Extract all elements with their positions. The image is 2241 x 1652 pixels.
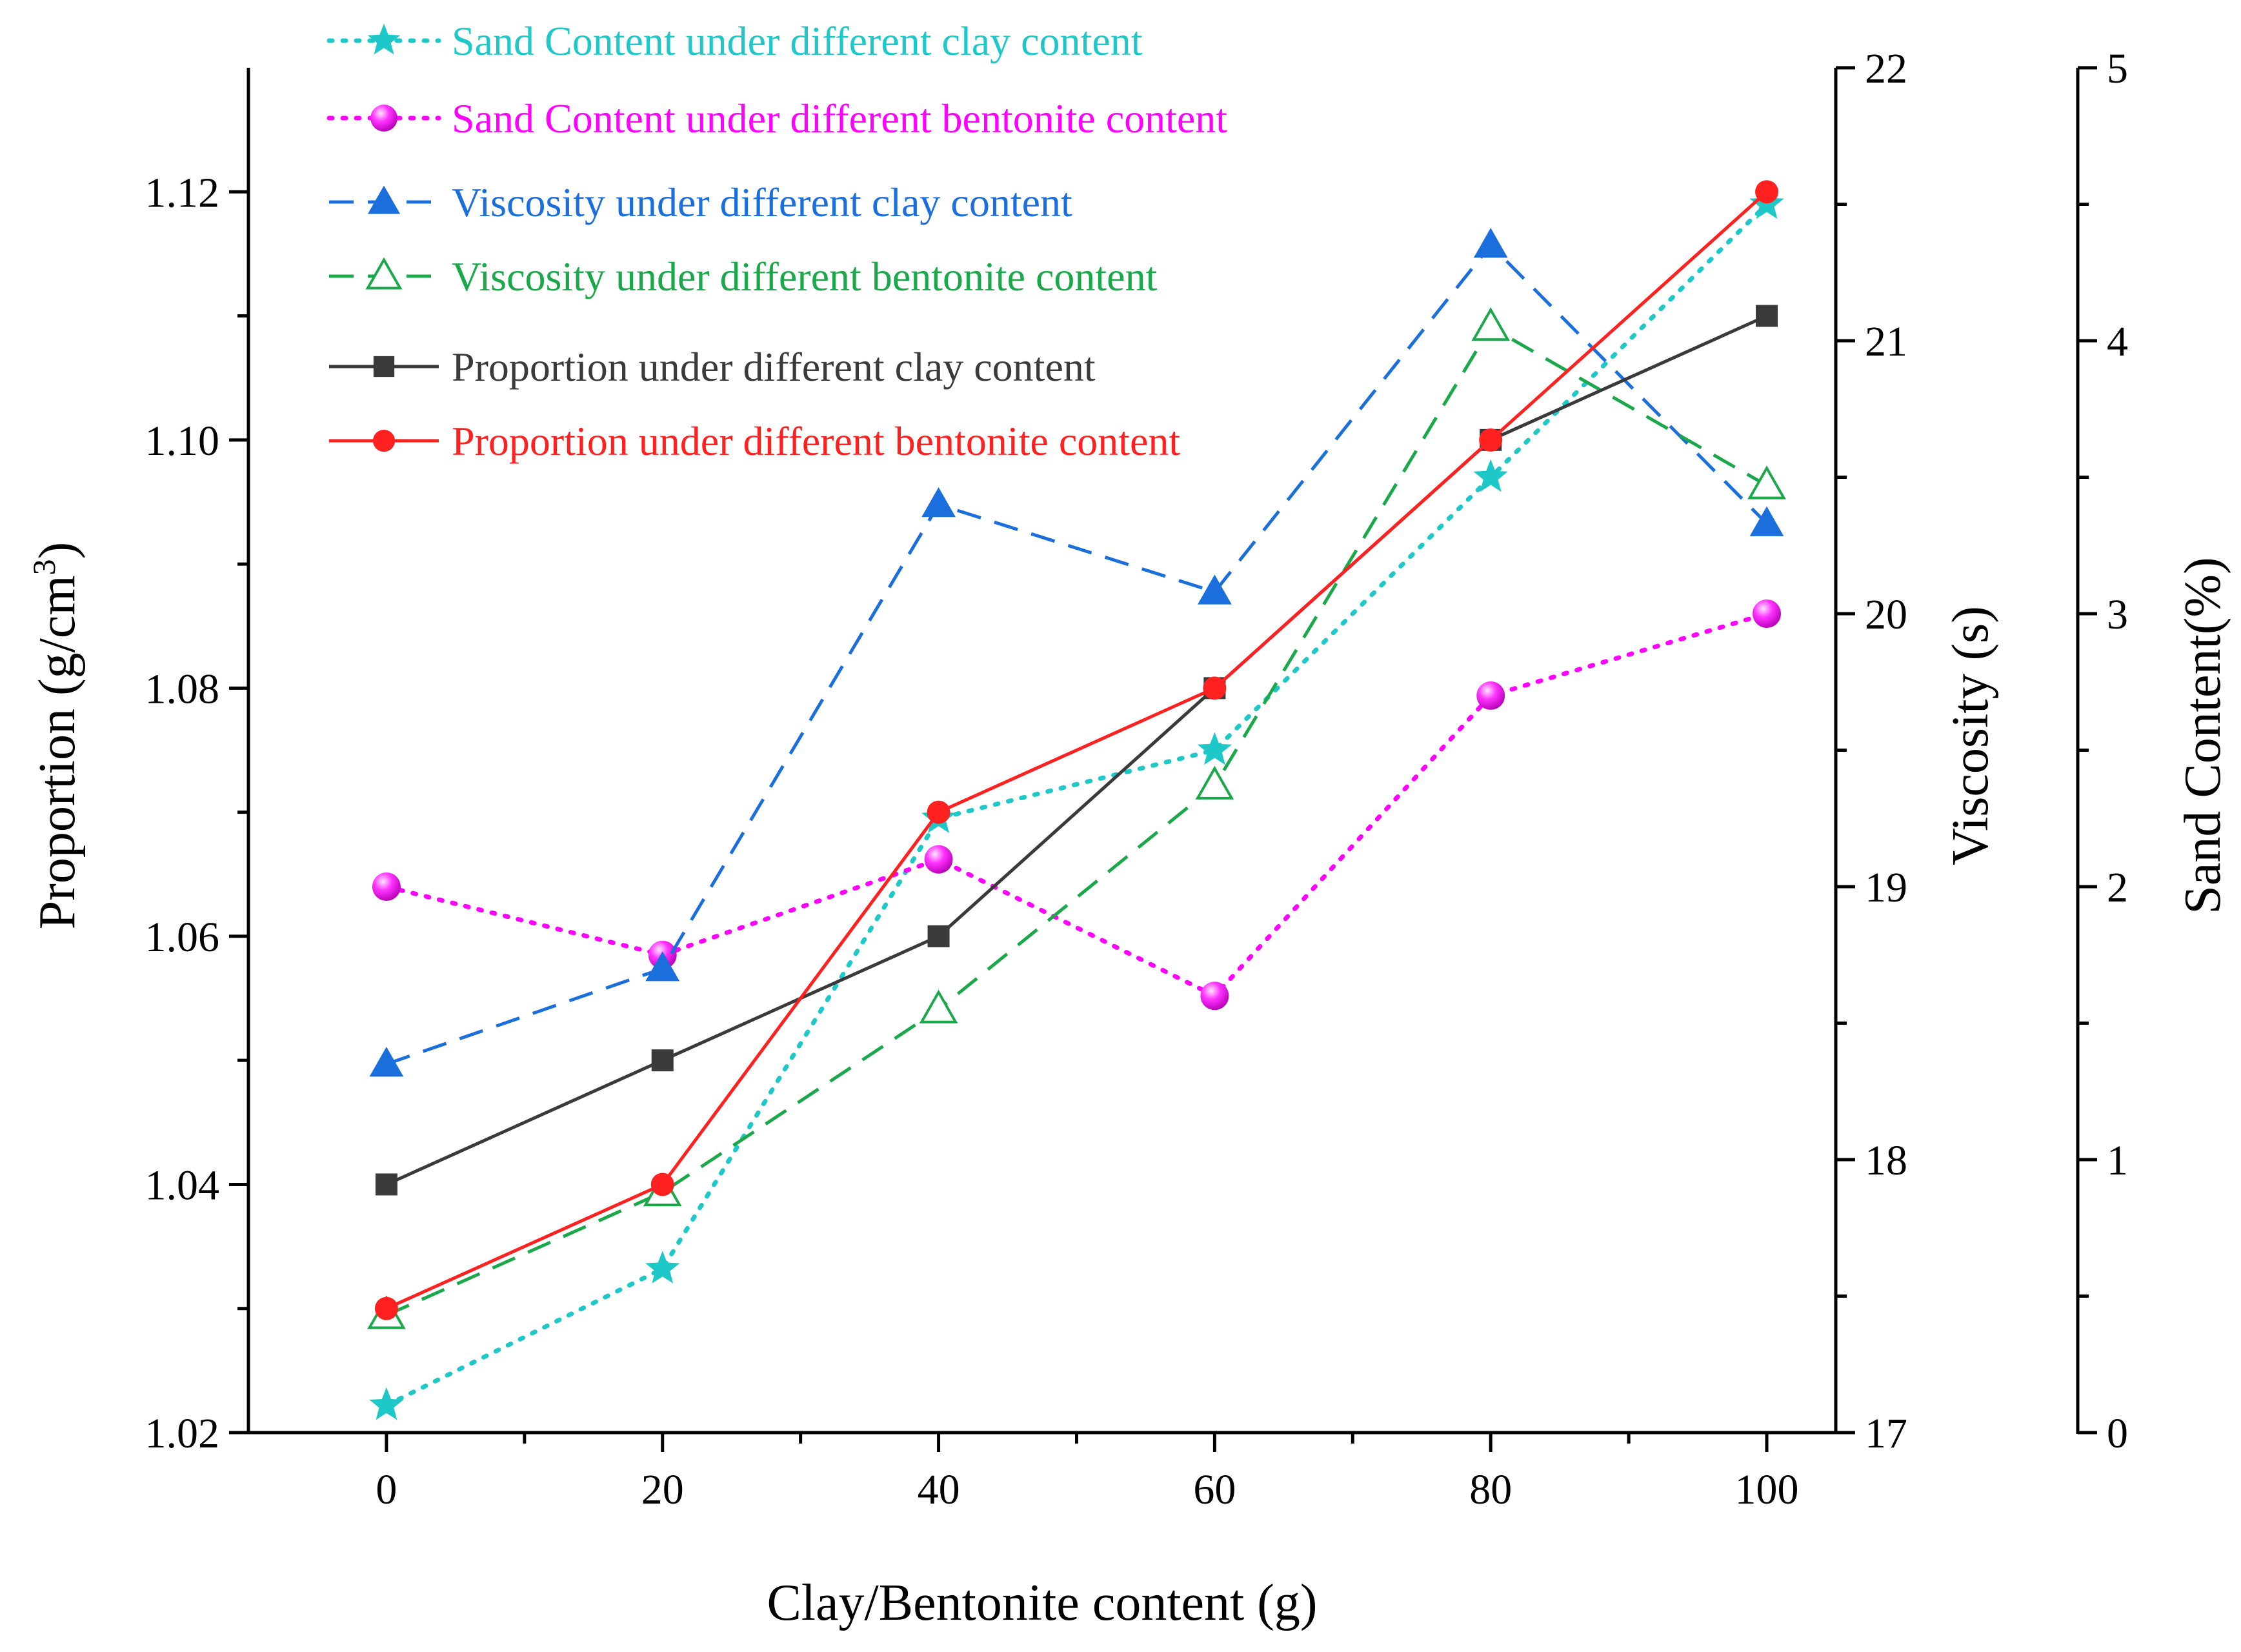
proportion-tick-label: 1.04 bbox=[145, 1162, 220, 1209]
proportion-axis-title-end: ) bbox=[29, 542, 86, 559]
proportion-tick-label: 1.08 bbox=[145, 665, 220, 712]
legend-entry: Viscosity under different bentonite cont… bbox=[329, 254, 1158, 299]
proportion-tick-label: 1.12 bbox=[145, 169, 220, 216]
series-line bbox=[385, 325, 1768, 1317]
proportion-axis-title: Proportion (g/cm3) bbox=[26, 542, 86, 929]
x-tick-label: 20 bbox=[641, 1466, 684, 1513]
legend-entry: Proportion under different bentonite con… bbox=[329, 418, 1180, 464]
data-point bbox=[1471, 307, 1511, 341]
data-point bbox=[1747, 465, 1786, 499]
data-point bbox=[924, 845, 953, 874]
x-tick-label: 0 bbox=[376, 1466, 397, 1513]
series-line bbox=[386, 243, 1768, 1066]
data-point bbox=[372, 872, 401, 901]
series-2 bbox=[369, 228, 1784, 1077]
viscosity-tick-label: 19 bbox=[1865, 864, 1907, 911]
proportion-axis-title-sup: 3 bbox=[26, 559, 62, 575]
viscosity-tick-label: 20 bbox=[1865, 591, 1907, 638]
data-point bbox=[1756, 305, 1778, 327]
series-line bbox=[385, 314, 1768, 1186]
series-line bbox=[384, 611, 1769, 999]
sand-tick-label: 5 bbox=[2107, 45, 2128, 92]
proportion-axis-title-main: Proportion (g/cm bbox=[29, 575, 86, 929]
legend-label: Viscosity under different bentonite cont… bbox=[452, 254, 1158, 299]
data-point bbox=[650, 1173, 674, 1196]
legend-entry: Viscosity under different clay content bbox=[329, 179, 1072, 225]
x-tick-label: 40 bbox=[918, 1466, 960, 1513]
data-point bbox=[1197, 732, 1232, 765]
legend-entry: Proportion under different clay content bbox=[329, 344, 1096, 390]
data-point bbox=[1200, 982, 1229, 1011]
data-point bbox=[1755, 180, 1779, 204]
data-point bbox=[374, 1296, 398, 1320]
data-point bbox=[645, 951, 680, 982]
data-point bbox=[1473, 228, 1508, 258]
legend-marker bbox=[367, 23, 401, 55]
legend-marker bbox=[367, 185, 401, 214]
data-point bbox=[1479, 428, 1503, 452]
proportion-tick-label: 1.06 bbox=[145, 914, 220, 961]
data-point bbox=[1753, 599, 1782, 628]
legend-label: Proportion under different clay content bbox=[452, 344, 1096, 390]
x-tick-label: 100 bbox=[1735, 1466, 1799, 1513]
viscosity-tick-label: 18 bbox=[1865, 1137, 1907, 1184]
legend-marker bbox=[373, 356, 395, 378]
proportion-tick-label: 1.02 bbox=[145, 1410, 220, 1457]
legend-marker bbox=[372, 429, 396, 452]
ticks-layer: 0 20 40 60 80 1001.021.041.061.081.101.121718… bbox=[145, 45, 2129, 1513]
sand-tick-label: 2 bbox=[2107, 864, 2128, 911]
legend-label: Viscosity under different clay content bbox=[452, 179, 1072, 225]
series-1 bbox=[372, 599, 1782, 1011]
data-point bbox=[1203, 676, 1227, 700]
legend: Sand Content under different clay conten… bbox=[327, 18, 1227, 464]
legend-label: Sand Content under different bentonite c… bbox=[452, 96, 1227, 141]
data-point bbox=[927, 800, 950, 824]
data-point bbox=[1473, 459, 1508, 492]
legend-marker bbox=[370, 105, 397, 132]
viscosity-tick-label: 21 bbox=[1865, 318, 1907, 365]
series-line bbox=[385, 190, 1768, 1310]
series-line bbox=[384, 202, 1769, 1408]
data-point bbox=[921, 487, 956, 518]
data-point bbox=[369, 1047, 404, 1077]
data-point bbox=[375, 1173, 397, 1196]
legend-entry: Sand Content under different bentonite c… bbox=[327, 96, 1227, 141]
sand-tick-label: 0 bbox=[2107, 1410, 2128, 1457]
legend-label: Sand Content under different clay conten… bbox=[452, 18, 1143, 64]
series-layer bbox=[367, 180, 1786, 1420]
data-point bbox=[1197, 574, 1232, 605]
viscosity-axis-title: Viscosity (s) bbox=[1942, 606, 1999, 865]
series-5 bbox=[374, 180, 1779, 1320]
data-point bbox=[1749, 506, 1784, 536]
data-point bbox=[927, 925, 950, 947]
sand-tick-label: 1 bbox=[2107, 1137, 2128, 1184]
viscosity-tick-label: 22 bbox=[1865, 45, 1907, 92]
x-tick-label: 60 bbox=[1193, 1466, 1236, 1513]
data-point bbox=[369, 1387, 404, 1420]
data-point bbox=[919, 989, 958, 1023]
data-point bbox=[645, 1251, 680, 1284]
legend-label: Proportion under different bentonite con… bbox=[452, 418, 1180, 464]
legend-marker bbox=[365, 257, 403, 290]
data-point bbox=[1195, 765, 1234, 800]
sand-tick-label: 4 bbox=[2107, 318, 2128, 365]
x-tick-label: 80 bbox=[1469, 1466, 1512, 1513]
viscosity-tick-label: 17 bbox=[1865, 1410, 1907, 1457]
proportion-tick-label: 1.10 bbox=[145, 418, 220, 465]
x-axis-title: Clay/Bentonite content (g) bbox=[767, 1575, 1317, 1631]
legend-entry: Sand Content under different clay conten… bbox=[327, 18, 1143, 64]
data-point bbox=[1476, 681, 1505, 710]
data-point bbox=[651, 1049, 674, 1072]
sand-tick-label: 3 bbox=[2107, 591, 2128, 638]
sand-axis-title: Sand Content(%) bbox=[2175, 557, 2231, 914]
